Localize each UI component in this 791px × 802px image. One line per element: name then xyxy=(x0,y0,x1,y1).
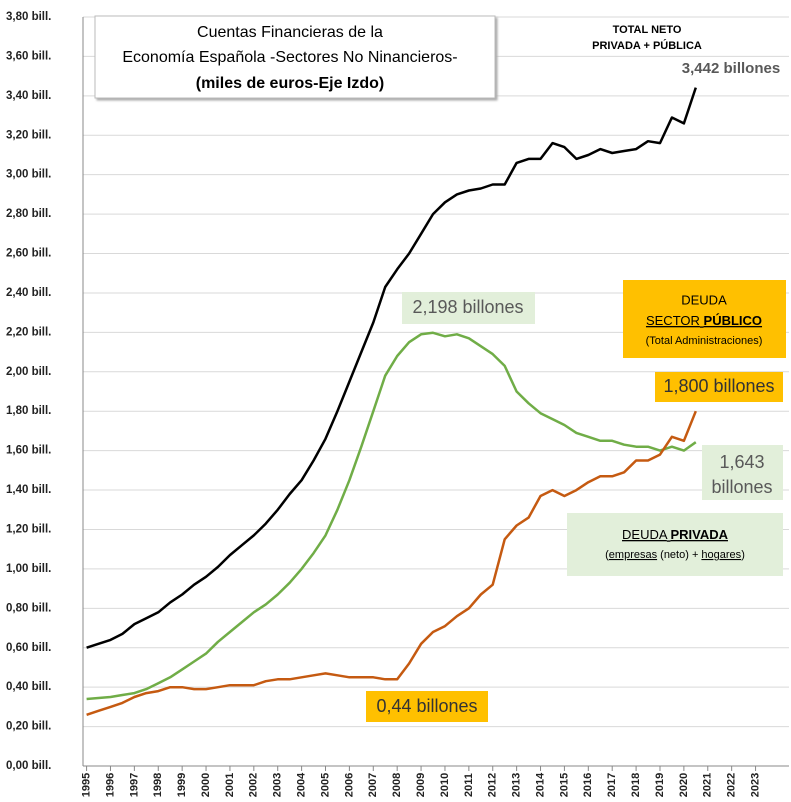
annotation: DEUDA PRIVADA xyxy=(622,527,729,542)
annotation: 1,800 billones xyxy=(663,376,774,396)
x-tick-label: 2005 xyxy=(319,773,331,797)
y-tick-label: 2,00 bill. xyxy=(6,366,51,378)
x-tick-label: 2001 xyxy=(224,773,236,797)
annotation: TOTAL NETO xyxy=(613,24,682,36)
annotation-part: ( xyxy=(605,549,609,561)
title-line: Cuentas Financieras de la xyxy=(197,24,383,41)
x-tick-label: 2021 xyxy=(702,773,714,797)
x-tick-label: 1997 xyxy=(128,773,140,797)
annotation: 0,44 billones xyxy=(376,696,477,716)
annotation: DEUDA xyxy=(681,292,727,307)
annotation-part: ) xyxy=(741,549,745,561)
x-tick-label: 1999 xyxy=(176,773,188,797)
y-tick-label: 1,80 bill. xyxy=(6,405,51,417)
annotation-part: DEUDA xyxy=(622,527,668,542)
y-tick-label: 0,20 bill. xyxy=(6,721,51,733)
y-tick-label: 2,20 bill. xyxy=(6,326,51,338)
y-tick-label: 3,00 bill. xyxy=(6,169,51,181)
y-tick-label: 3,60 bill. xyxy=(6,50,51,62)
annotation-part: SECTOR xyxy=(646,313,700,328)
y-tick-label: 2,60 bill. xyxy=(6,248,51,260)
x-tick-label: 2007 xyxy=(367,773,379,797)
y-tick-label: 3,80 bill. xyxy=(6,11,51,23)
x-tick-label: 2020 xyxy=(678,773,690,797)
y-tick-label: 3,40 bill. xyxy=(6,90,51,102)
annotation-box xyxy=(366,691,488,722)
x-tick-label: 2002 xyxy=(248,773,260,797)
series-line xyxy=(86,410,697,716)
x-tick-label: 2016 xyxy=(582,773,594,797)
x-tick-label: 2023 xyxy=(749,773,761,797)
x-tick-label: 2004 xyxy=(296,772,308,797)
x-tick-label: 2008 xyxy=(391,773,403,797)
annotation-part: hogares xyxy=(701,549,741,561)
annotation-part: (neto) + xyxy=(657,549,701,561)
x-tick-label: 2015 xyxy=(558,773,570,797)
annotation-box xyxy=(623,280,786,358)
annotation: (Total Administraciones) xyxy=(646,335,763,347)
annotation-part: PRIVADA xyxy=(670,527,728,542)
x-tick-label: 2017 xyxy=(606,773,618,797)
y-tick-label: 2,80 bill. xyxy=(6,208,51,220)
x-tick-label: 2011 xyxy=(463,773,475,797)
annotation: billones xyxy=(711,477,772,497)
y-tick-label: 1,60 bill. xyxy=(6,445,51,457)
x-tick-label: 2019 xyxy=(654,773,666,797)
annotation-box xyxy=(567,513,783,576)
x-tick-label: 2000 xyxy=(200,773,212,797)
title-line: Economía Española -Sectores No Ninancier… xyxy=(122,49,457,66)
series xyxy=(86,87,697,716)
annotation: SECTOR PÚBLICO xyxy=(646,313,762,328)
annotation-box xyxy=(702,445,783,500)
x-tick-label: 2018 xyxy=(630,773,642,797)
x-tick-label: 2003 xyxy=(272,773,284,797)
annotation-part: PÚBLICO xyxy=(704,313,763,328)
series-line xyxy=(86,331,697,701)
annotation: (empresas (neto) + hogares) xyxy=(605,549,745,561)
annotation-part: empresas xyxy=(609,549,658,561)
title-box xyxy=(94,15,496,99)
annotation: 2,198 billones xyxy=(412,297,523,317)
x-tick-label: 2013 xyxy=(511,773,523,797)
y-tick-label: 0,40 bill. xyxy=(6,681,51,693)
y-tick-label: 3,20 bill. xyxy=(6,129,51,141)
annotation-box xyxy=(402,292,535,324)
y-tick-label: 0,00 bill. xyxy=(6,760,51,772)
x-tick-label: 2006 xyxy=(343,773,355,797)
x-tick-label: 2022 xyxy=(726,773,738,797)
y-tick-label: 0,60 bill. xyxy=(6,642,51,654)
x-tick-label: 1998 xyxy=(152,773,164,797)
grid: 0,00 bill. 0,20 bill. 0,40 bill. 0,60 bill.… xyxy=(6,11,789,797)
y-tick-label: 1,40 bill. xyxy=(6,484,51,496)
annotation: 3,442 billones xyxy=(682,60,780,77)
y-tick-label: 0,80 bill. xyxy=(6,602,51,614)
annotation-box xyxy=(655,372,783,402)
annotation: PRIVADA + PÚBLICA xyxy=(592,39,702,52)
x-tick-label: 2010 xyxy=(439,773,451,797)
annotation: 1,643 xyxy=(719,452,764,472)
y-tick-label: 1,00 bill. xyxy=(6,563,51,575)
y-tick-label: 2,40 bill. xyxy=(6,287,51,299)
series-line xyxy=(86,87,697,649)
title-line: (miles de euros-Eje Izdo) xyxy=(196,75,384,92)
x-tick-label: 2012 xyxy=(487,773,499,797)
y-tick-label: 1,20 bill. xyxy=(6,524,51,536)
x-tick-label: 1995 xyxy=(80,773,92,797)
x-tick-label: 2014 xyxy=(534,772,546,797)
x-tick-label: 1996 xyxy=(104,773,116,797)
x-tick-label: 2009 xyxy=(415,773,427,797)
